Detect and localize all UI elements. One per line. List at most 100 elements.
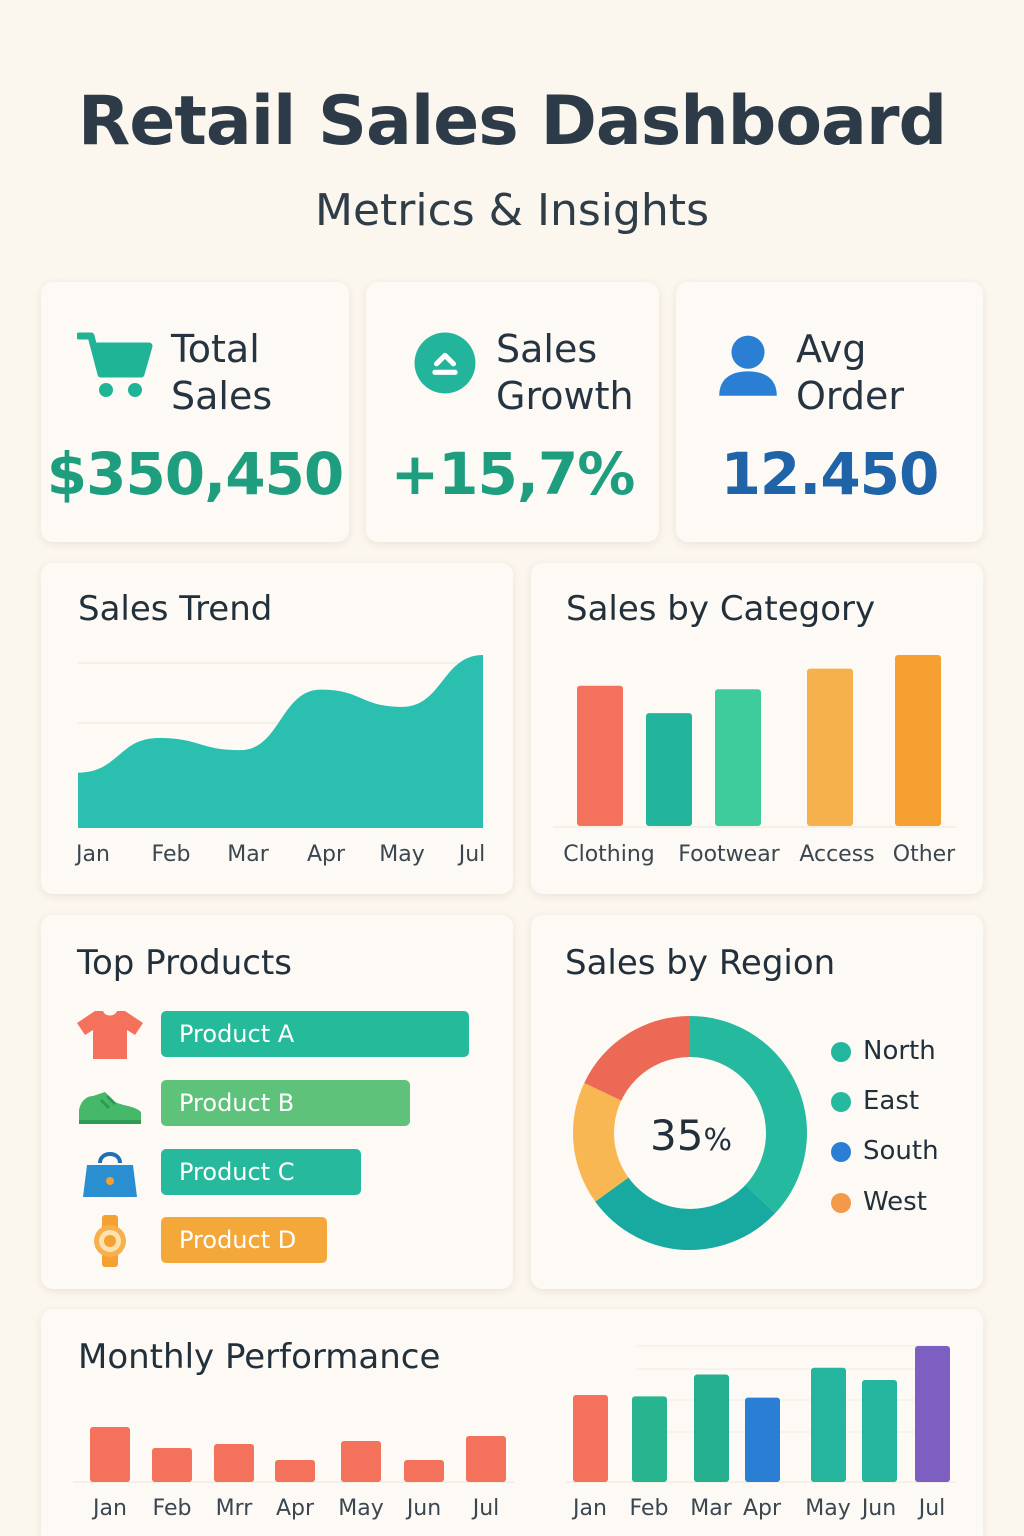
bar xyxy=(715,689,761,826)
kpi-card-sales-growth: Sales Growth +15,7% xyxy=(366,282,659,542)
bar xyxy=(404,1460,444,1482)
bar xyxy=(632,1396,667,1482)
product-bar: Product C xyxy=(161,1149,362,1195)
product-label: Product B xyxy=(179,1089,295,1117)
monthly-performance-chart: Jan Feb Mrr Apr May Jun Jul Jan Feb Mar Apr May Jun J… xyxy=(73,1345,956,1521)
list-item: Product C xyxy=(75,1147,515,1197)
bar xyxy=(811,1367,846,1482)
bar xyxy=(745,1397,780,1482)
tick-label: Apr xyxy=(307,842,346,867)
tick-label: Jun xyxy=(405,1496,441,1521)
sales-by-region-chart xyxy=(573,1016,807,1250)
card-title: Top Products xyxy=(77,943,292,983)
page-subtitle: Metrics & Insights xyxy=(314,185,709,236)
user-icon xyxy=(719,335,777,396)
bar xyxy=(862,1380,897,1482)
watch-icon xyxy=(94,1215,126,1267)
sales-by-region-card: Sales by Region 35% North East South Wes… xyxy=(531,915,983,1289)
product-label: Product A xyxy=(179,1020,295,1048)
list-item: Product A xyxy=(75,1009,515,1059)
kpi-card-avg-order: Avg Order 12.450 xyxy=(676,282,983,542)
bar xyxy=(573,1394,608,1482)
tick-label: Clothing xyxy=(563,842,655,867)
tick-label: Jul xyxy=(917,1496,946,1521)
handbag-icon xyxy=(83,1152,137,1197)
bar xyxy=(895,655,941,826)
tick-label: Jan xyxy=(74,842,110,867)
sales-by-category-chart: Clothing Footwear Access Other xyxy=(553,655,956,867)
card-title: Sales by Category xyxy=(566,589,876,629)
bar xyxy=(577,685,623,826)
donut-segment xyxy=(573,1016,807,1250)
sales-trend-chart: Jan Feb Mar Apr May Jul xyxy=(74,655,486,867)
legend-dot xyxy=(831,1042,851,1062)
list-item: Product D xyxy=(75,1215,515,1267)
legend-label: East xyxy=(863,1086,920,1116)
legend-label: North xyxy=(863,1036,936,1066)
donut-segment xyxy=(573,1016,807,1250)
area-series xyxy=(78,655,483,828)
donut-center-label: 35% xyxy=(631,1111,751,1160)
tick-label: Jan xyxy=(91,1496,127,1521)
legend-item-east: East xyxy=(831,1083,971,1119)
legend-label: South xyxy=(863,1136,939,1166)
page-title: Retail Sales Dashboard xyxy=(77,82,947,161)
tick-label: Jan xyxy=(571,1496,607,1521)
product-label: Product C xyxy=(179,1158,295,1186)
tick-label: Apr xyxy=(276,1496,315,1521)
donut-segment xyxy=(573,1016,807,1250)
bar xyxy=(915,1346,950,1482)
tick-label: May xyxy=(379,842,424,867)
donut-center-unit: % xyxy=(703,1123,732,1158)
legend-dot xyxy=(831,1193,851,1213)
bar xyxy=(152,1448,192,1482)
tick-label: Mrr xyxy=(216,1496,254,1521)
bar xyxy=(275,1460,315,1482)
kpi-value: 12.450 xyxy=(720,440,940,508)
card-title: Sales by Region xyxy=(565,943,836,983)
legend-dot xyxy=(831,1142,851,1162)
tick-label: Mar xyxy=(227,842,269,867)
list-item: Product B xyxy=(75,1078,515,1126)
sneaker-icon xyxy=(79,1092,141,1124)
donut-hole xyxy=(614,1057,766,1209)
product-bar: Product B xyxy=(161,1080,411,1126)
t-shirt-icon xyxy=(77,1011,143,1059)
tick-label: Feb xyxy=(152,842,191,867)
kpi-label: Total Sales xyxy=(171,327,273,418)
tick-label: Feb xyxy=(630,1496,669,1521)
sales-by-category-card: Sales by Category Clothing Footwear Access… xyxy=(531,563,983,894)
growth-arrow-icon xyxy=(414,332,476,394)
product-bar: Product A xyxy=(161,1011,469,1057)
legend-label: West xyxy=(863,1187,927,1217)
tick-label: Jun xyxy=(860,1496,896,1521)
shopping-cart-icon xyxy=(77,332,153,397)
legend-item-north: North xyxy=(831,1033,971,1069)
bar xyxy=(694,1374,729,1482)
card-title: Monthly Performance xyxy=(78,1337,441,1377)
donut-center-value: 35 xyxy=(650,1111,704,1160)
tick-label: May xyxy=(805,1496,850,1521)
tick-label: Jul xyxy=(471,1496,500,1521)
tick-label: Access xyxy=(799,842,874,867)
kpi-value: +15,7% xyxy=(390,440,636,508)
card-title: Sales Trend xyxy=(78,589,273,629)
legend-dot xyxy=(831,1092,851,1112)
tick-label: Other xyxy=(893,842,956,867)
legend-item-south: South xyxy=(831,1133,971,1169)
top-products-card: Top Products Product A Product B Product… xyxy=(41,915,513,1289)
tick-label: Jul xyxy=(457,842,486,867)
bar xyxy=(466,1436,506,1482)
bar xyxy=(646,713,692,826)
tick-label: Feb xyxy=(153,1496,192,1521)
bar xyxy=(90,1427,130,1482)
legend-item-west: West xyxy=(831,1184,971,1220)
kpi-label: Sales Growth xyxy=(496,327,634,418)
monthly-performance-card: Monthly Performance Jan Feb Mrr Apr May Jun Ju… xyxy=(41,1309,983,1536)
tick-label: Mar xyxy=(690,1496,732,1521)
product-bar: Product D xyxy=(161,1217,328,1263)
product-label: Product D xyxy=(179,1226,297,1254)
tick-label: Apr xyxy=(743,1496,782,1521)
kpi-value: $350,450 xyxy=(46,440,345,508)
bar xyxy=(214,1444,254,1482)
